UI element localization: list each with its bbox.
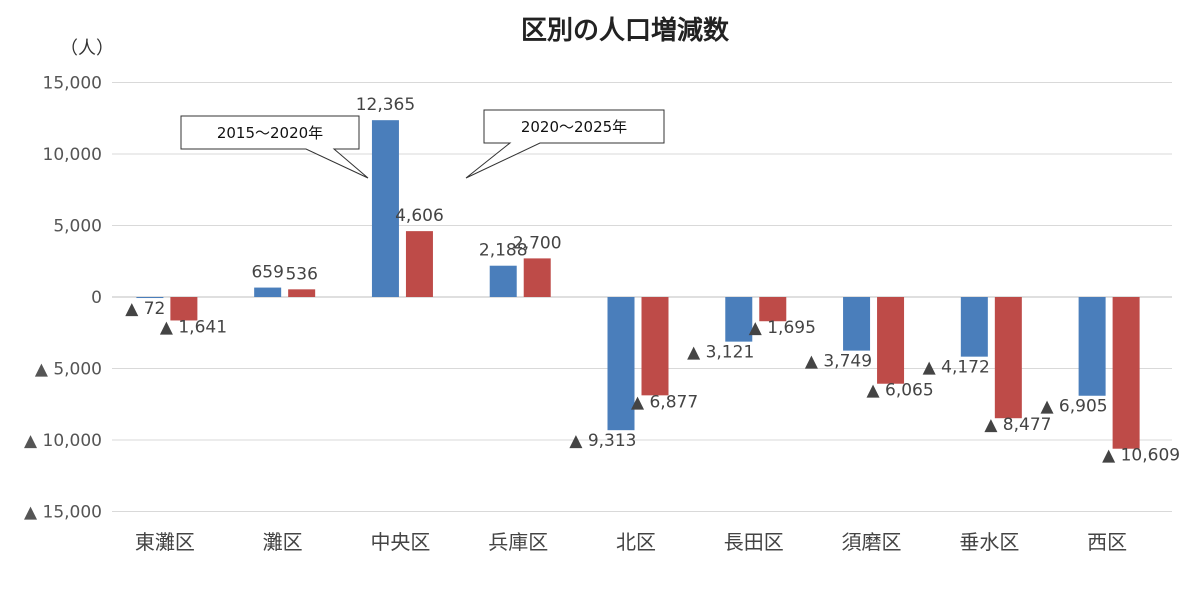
bar-series1 — [607, 297, 635, 431]
bar-series1 — [960, 297, 988, 357]
y-tick-label: ▲ 10,000 — [24, 431, 102, 451]
y-tick-label: 0 — [91, 288, 102, 308]
data-label: ▲ 10,609 — [1102, 446, 1180, 466]
data-label: ▲ 1,695 — [749, 318, 816, 338]
data-label: ▲ 3,749 — [805, 352, 872, 372]
data-label: 659 — [251, 263, 283, 283]
x-category-label: 兵庫区 — [488, 530, 548, 554]
bar-series1 — [371, 120, 399, 297]
data-label: ▲ 8,477 — [984, 415, 1051, 435]
bar-series1 — [725, 297, 753, 342]
data-label: ▲ 9,313 — [569, 431, 636, 451]
x-category-label: 西区 — [1087, 530, 1127, 554]
data-label: 2,188 — [479, 241, 528, 261]
bar-series2 — [877, 297, 905, 384]
x-category-label: 北区 — [616, 530, 656, 554]
data-label: ▲ 6,905 — [1040, 397, 1107, 417]
data-label: 12,365 — [356, 95, 415, 115]
data-label: ▲ 6,877 — [631, 392, 698, 412]
data-label: ▲ 1,641 — [160, 317, 227, 337]
bar-series2 — [641, 297, 669, 396]
legend-callout-label: 2015～2020年 — [217, 124, 323, 142]
y-tick-label: ▲ 15,000 — [24, 503, 102, 523]
x-category-label: 中央区 — [370, 530, 430, 554]
legend-callout-label: 2020～2025年 — [521, 118, 627, 136]
bar-series1 — [254, 287, 282, 297]
y-tick-label: 5,000 — [53, 217, 102, 237]
y-tick-label: 15,000 — [43, 74, 102, 94]
data-label: ▲ 6,065 — [867, 381, 934, 401]
x-category-label: 垂水区 — [959, 530, 1019, 554]
bar-series2 — [1112, 297, 1140, 449]
chart-title: 区別の人口増減数 — [520, 16, 729, 46]
bar-series2 — [405, 231, 433, 297]
y-tick-label: 10,000 — [43, 145, 102, 165]
x-category-label: 須磨区 — [842, 530, 902, 554]
x-category-label: 灘区 — [263, 530, 303, 554]
data-label: ▲ 4,172 — [923, 358, 990, 378]
bar-series1 — [1078, 297, 1106, 396]
x-category-label: 東灘区 — [135, 530, 195, 554]
bar-series1 — [136, 297, 164, 299]
bar-series2 — [994, 297, 1022, 419]
y-axis-unit-label: （人） — [60, 38, 114, 59]
data-label: 536 — [285, 264, 317, 284]
legend-callout-box — [180, 115, 369, 179]
data-label: ▲ 3,121 — [687, 343, 754, 363]
bar-series1 — [489, 265, 517, 297]
y-tick-label: ▲ 5,000 — [35, 360, 102, 380]
x-category-label: 長田区 — [724, 530, 784, 554]
data-label: 2,700 — [513, 233, 562, 253]
data-label: ▲ 72 — [125, 299, 165, 319]
bar-series2 — [759, 297, 787, 322]
bar-series2 — [523, 258, 551, 297]
legend-callout-box — [465, 109, 665, 179]
bar-series2 — [170, 297, 198, 321]
bar-series1 — [843, 297, 871, 351]
bar-series2 — [288, 289, 316, 297]
data-label: 4,606 — [395, 206, 444, 226]
